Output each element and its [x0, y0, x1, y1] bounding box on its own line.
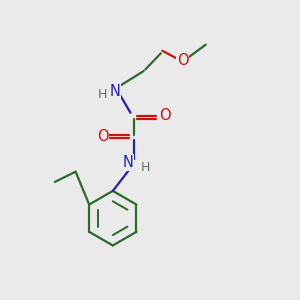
Text: N: N — [123, 155, 134, 170]
Text: O: O — [177, 52, 188, 68]
Text: O: O — [97, 130, 108, 145]
Text: H: H — [97, 88, 106, 101]
Text: H: H — [141, 161, 150, 175]
Text: O: O — [159, 108, 171, 123]
Text: N: N — [110, 84, 120, 99]
